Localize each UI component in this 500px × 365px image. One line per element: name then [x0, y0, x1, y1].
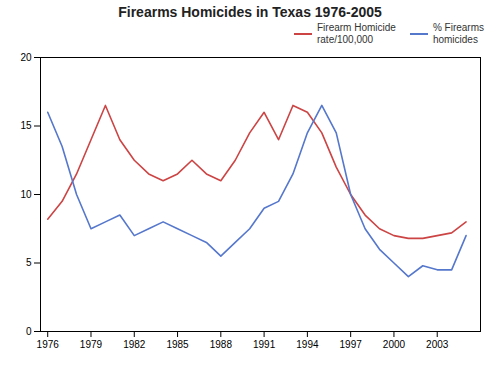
- svg-text:0: 0: [26, 326, 32, 337]
- svg-text:1985: 1985: [166, 339, 189, 350]
- svg-text:20: 20: [20, 52, 32, 63]
- svg-text:1997: 1997: [340, 339, 363, 350]
- svg-text:2003: 2003: [426, 339, 449, 350]
- html-text:% Firearms homicides: % Firearms homicides: [432, 22, 484, 45]
- svg-text:10: 10: [20, 189, 32, 200]
- svg-text:1979: 1979: [80, 339, 103, 350]
- svg-text:1991: 1991: [253, 339, 276, 350]
- svg-text:2000: 2000: [383, 339, 406, 350]
- svg-text:1988: 1988: [210, 339, 233, 350]
- svg-text:1982: 1982: [123, 339, 146, 350]
- html-text:Firearms Homicides in Texas 19: Firearms Homicides in Texas 1976-2005: [118, 4, 382, 20]
- html-text:Firearm Homicide rate/100,000: Firearm Homicide rate/100,000: [317, 22, 396, 45]
- svg-text:1976: 1976: [37, 339, 60, 350]
- svg-text:15: 15: [20, 120, 32, 131]
- svg-text:1994: 1994: [296, 339, 319, 350]
- svg-text:5: 5: [26, 257, 32, 268]
